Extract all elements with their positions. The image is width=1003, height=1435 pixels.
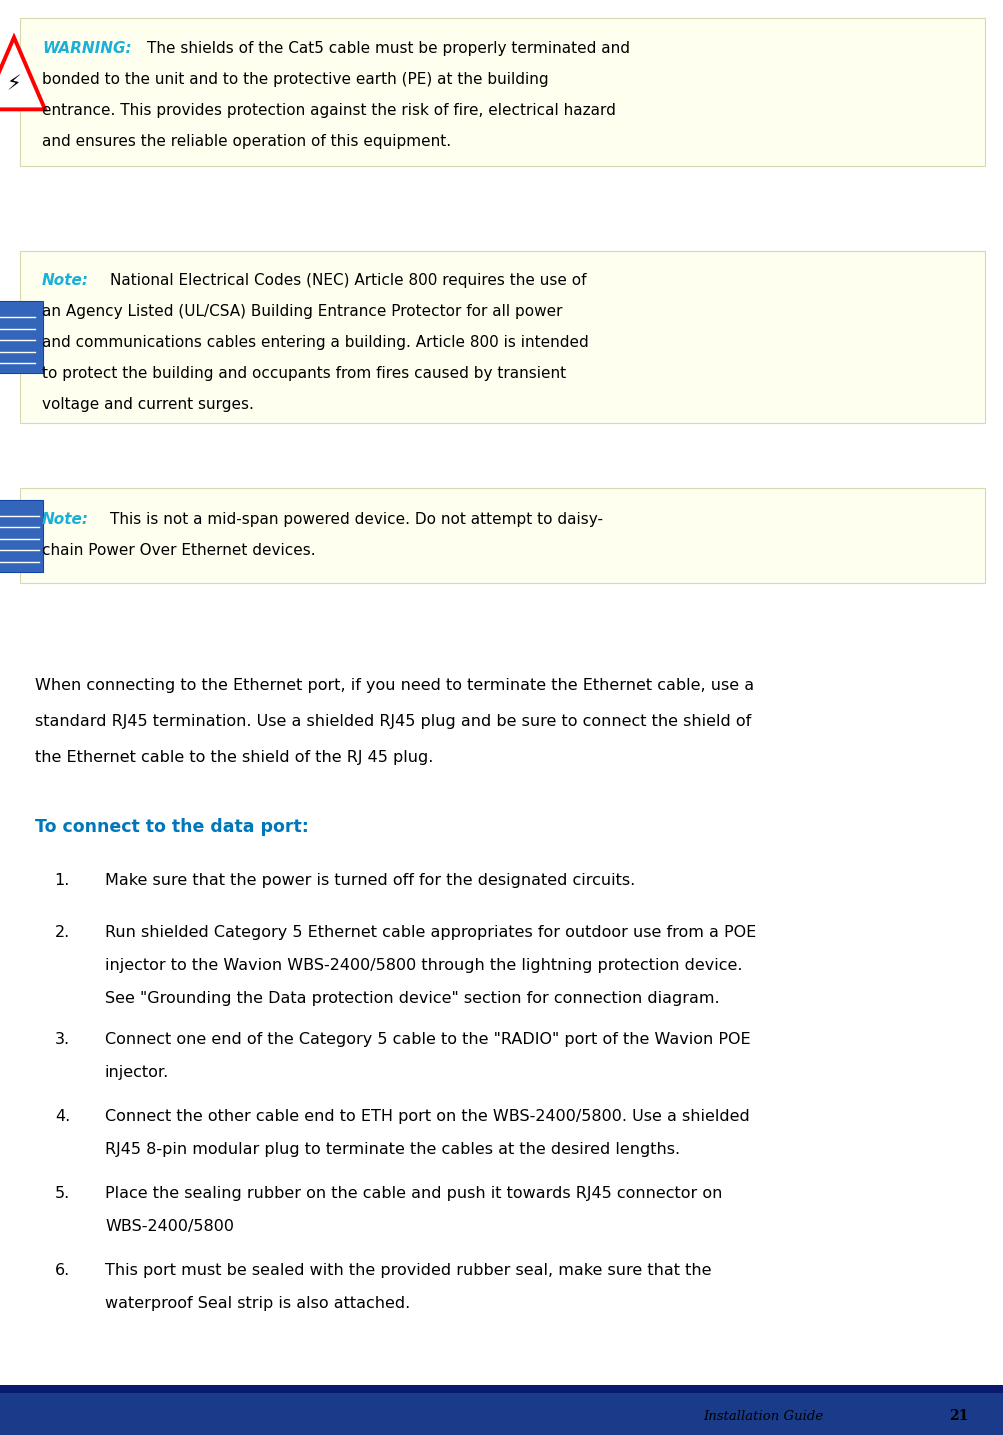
Text: and communications cables entering a building. Article 800 is intended: and communications cables entering a bui…: [42, 334, 588, 350]
Text: Place the sealing rubber on the cable and push it towards RJ45 connector on: Place the sealing rubber on the cable an…: [105, 1185, 721, 1201]
Text: injector.: injector.: [105, 1065, 170, 1081]
Text: Make sure that the power is turned off for the designated circuits.: Make sure that the power is turned off f…: [105, 872, 635, 888]
Text: This port must be sealed with the provided rubber seal, make sure that the: This port must be sealed with the provid…: [105, 1263, 711, 1279]
Text: injector to the Wavion WBS-2400/5800 through the lightning protection device.: injector to the Wavion WBS-2400/5800 thr…: [105, 959, 742, 973]
Text: Note:: Note:: [42, 512, 89, 527]
Text: This is not a mid-span powered device. Do not attempt to daisy-: This is not a mid-span powered device. D…: [110, 512, 603, 527]
Text: 3.: 3.: [55, 1032, 70, 1048]
Text: To connect to the data port:: To connect to the data port:: [35, 818, 309, 837]
Text: Note:: Note:: [42, 273, 89, 288]
Text: See "Grounding the Data protection device" section for connection diagram.: See "Grounding the Data protection devic…: [105, 992, 719, 1006]
Text: bonded to the unit and to the protective earth (PE) at the building: bonded to the unit and to the protective…: [42, 72, 548, 88]
Text: 21: 21: [949, 1409, 968, 1424]
FancyBboxPatch shape: [0, 1385, 1003, 1393]
Text: Connect one end of the Category 5 cable to the "RADIO" port of the Wavion POE: Connect one end of the Category 5 cable …: [105, 1032, 750, 1048]
Text: chain Power Over Ethernet devices.: chain Power Over Ethernet devices.: [42, 542, 315, 558]
Text: the Ethernet cable to the shield of the RJ 45 plug.: the Ethernet cable to the shield of the …: [35, 751, 433, 765]
Text: National Electrical Codes (NEC) Article 800 requires the use of: National Electrical Codes (NEC) Article …: [110, 273, 586, 288]
Text: The shields of the Cat5 cable must be properly terminated and: The shields of the Cat5 cable must be pr…: [146, 42, 629, 56]
Text: 2.: 2.: [55, 926, 70, 940]
Text: waterproof Seal strip is also attached.: waterproof Seal strip is also attached.: [105, 1296, 410, 1312]
Text: When connecting to the Ethernet port, if you need to terminate the Ethernet cabl: When connecting to the Ethernet port, if…: [35, 677, 753, 693]
Text: 4.: 4.: [55, 1109, 70, 1124]
Text: WARNING:: WARNING:: [42, 42, 131, 56]
Text: entrance. This provides protection against the risk of fire, electrical hazard: entrance. This provides protection again…: [42, 103, 615, 118]
Text: Installation Guide: Installation Guide: [702, 1409, 822, 1422]
Text: Connect the other cable end to ETH port on the WBS-2400/5800. Use a shielded: Connect the other cable end to ETH port …: [105, 1109, 749, 1124]
FancyBboxPatch shape: [0, 499, 43, 571]
Text: and ensures the reliable operation of this equipment.: and ensures the reliable operation of th…: [42, 133, 450, 149]
Text: voltage and current surges.: voltage and current surges.: [42, 397, 254, 412]
FancyBboxPatch shape: [20, 251, 984, 423]
Text: 6.: 6.: [55, 1263, 70, 1279]
FancyBboxPatch shape: [20, 488, 984, 583]
Text: 5.: 5.: [55, 1185, 70, 1201]
Text: to protect the building and occupants from fires caused by transient: to protect the building and occupants fr…: [42, 366, 566, 382]
Text: RJ45 8-pin modular plug to terminate the cables at the desired lengths.: RJ45 8-pin modular plug to terminate the…: [105, 1142, 679, 1157]
Text: WBS-2400/5800: WBS-2400/5800: [105, 1218, 234, 1234]
Text: 1.: 1.: [54, 872, 70, 888]
FancyBboxPatch shape: [20, 19, 984, 166]
Text: ⚡: ⚡: [7, 75, 21, 95]
FancyBboxPatch shape: [0, 301, 43, 373]
Text: standard RJ45 termination. Use a shielded RJ45 plug and be sure to connect the s: standard RJ45 termination. Use a shielde…: [35, 715, 750, 729]
Text: an Agency Listed (UL/CSA) Building Entrance Protector for all power: an Agency Listed (UL/CSA) Building Entra…: [42, 304, 562, 319]
Polygon shape: [0, 37, 45, 109]
FancyBboxPatch shape: [0, 1393, 1003, 1435]
Text: Run shielded Category 5 Ethernet cable appropriates for outdoor use from a POE: Run shielded Category 5 Ethernet cable a…: [105, 926, 755, 940]
